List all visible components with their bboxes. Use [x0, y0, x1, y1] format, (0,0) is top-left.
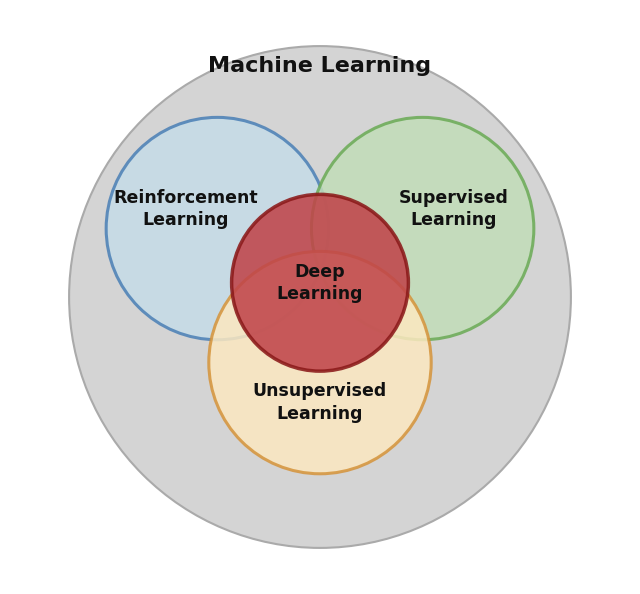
Circle shape — [232, 194, 408, 371]
Circle shape — [69, 46, 571, 548]
Circle shape — [106, 118, 328, 340]
Text: Machine Learning: Machine Learning — [209, 56, 431, 76]
Circle shape — [209, 251, 431, 474]
Text: Deep
Learning: Deep Learning — [276, 263, 364, 303]
Text: Supervised
Learning: Supervised Learning — [399, 188, 509, 229]
Text: Unsupervised
Learning: Unsupervised Learning — [253, 383, 387, 422]
Circle shape — [312, 118, 534, 340]
Text: Reinforcement
Learning: Reinforcement Learning — [114, 188, 259, 229]
